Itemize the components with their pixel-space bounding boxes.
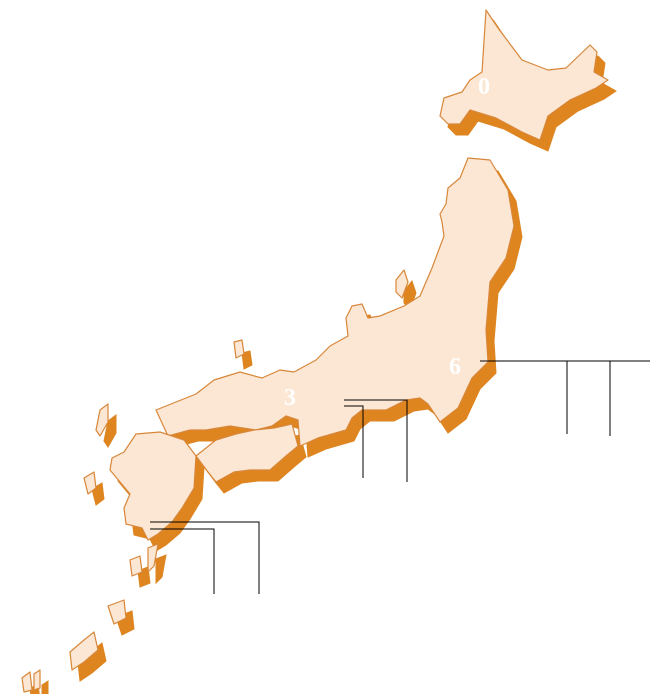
- region-labels: 0 6 3: [284, 74, 490, 411]
- tanegashima-shadow: [155, 554, 167, 585]
- label-tokyo: 6: [449, 354, 461, 380]
- leader-lines: [150, 360, 650, 594]
- hokkaido: [439, 9, 609, 141]
- sakishima-islands: [21, 669, 41, 693]
- sado-island: [395, 269, 409, 299]
- leader-line-kansai-1: [344, 399, 408, 482]
- tsushima-shadow: [103, 414, 117, 448]
- map-land-layer: [21, 9, 609, 693]
- leader-line-kyushu-2: [150, 528, 215, 594]
- amami-oshima: [107, 599, 127, 625]
- honshu: [155, 157, 515, 447]
- label-kansai: 3: [284, 385, 296, 411]
- leader-line-kansai-2: [344, 405, 364, 478]
- leader-line-kyushu-1: [150, 521, 260, 594]
- tsushima: [95, 403, 109, 437]
- shikoku: [195, 423, 299, 483]
- yakushima: [129, 555, 143, 577]
- oki-islands: [233, 339, 245, 359]
- okinawa: [69, 631, 99, 671]
- goto-islands: [83, 471, 97, 495]
- kyushu: [109, 431, 197, 541]
- tanegashima: [147, 543, 159, 573]
- label-hokkaido: 0: [478, 74, 490, 100]
- oki-shadow: [241, 350, 253, 370]
